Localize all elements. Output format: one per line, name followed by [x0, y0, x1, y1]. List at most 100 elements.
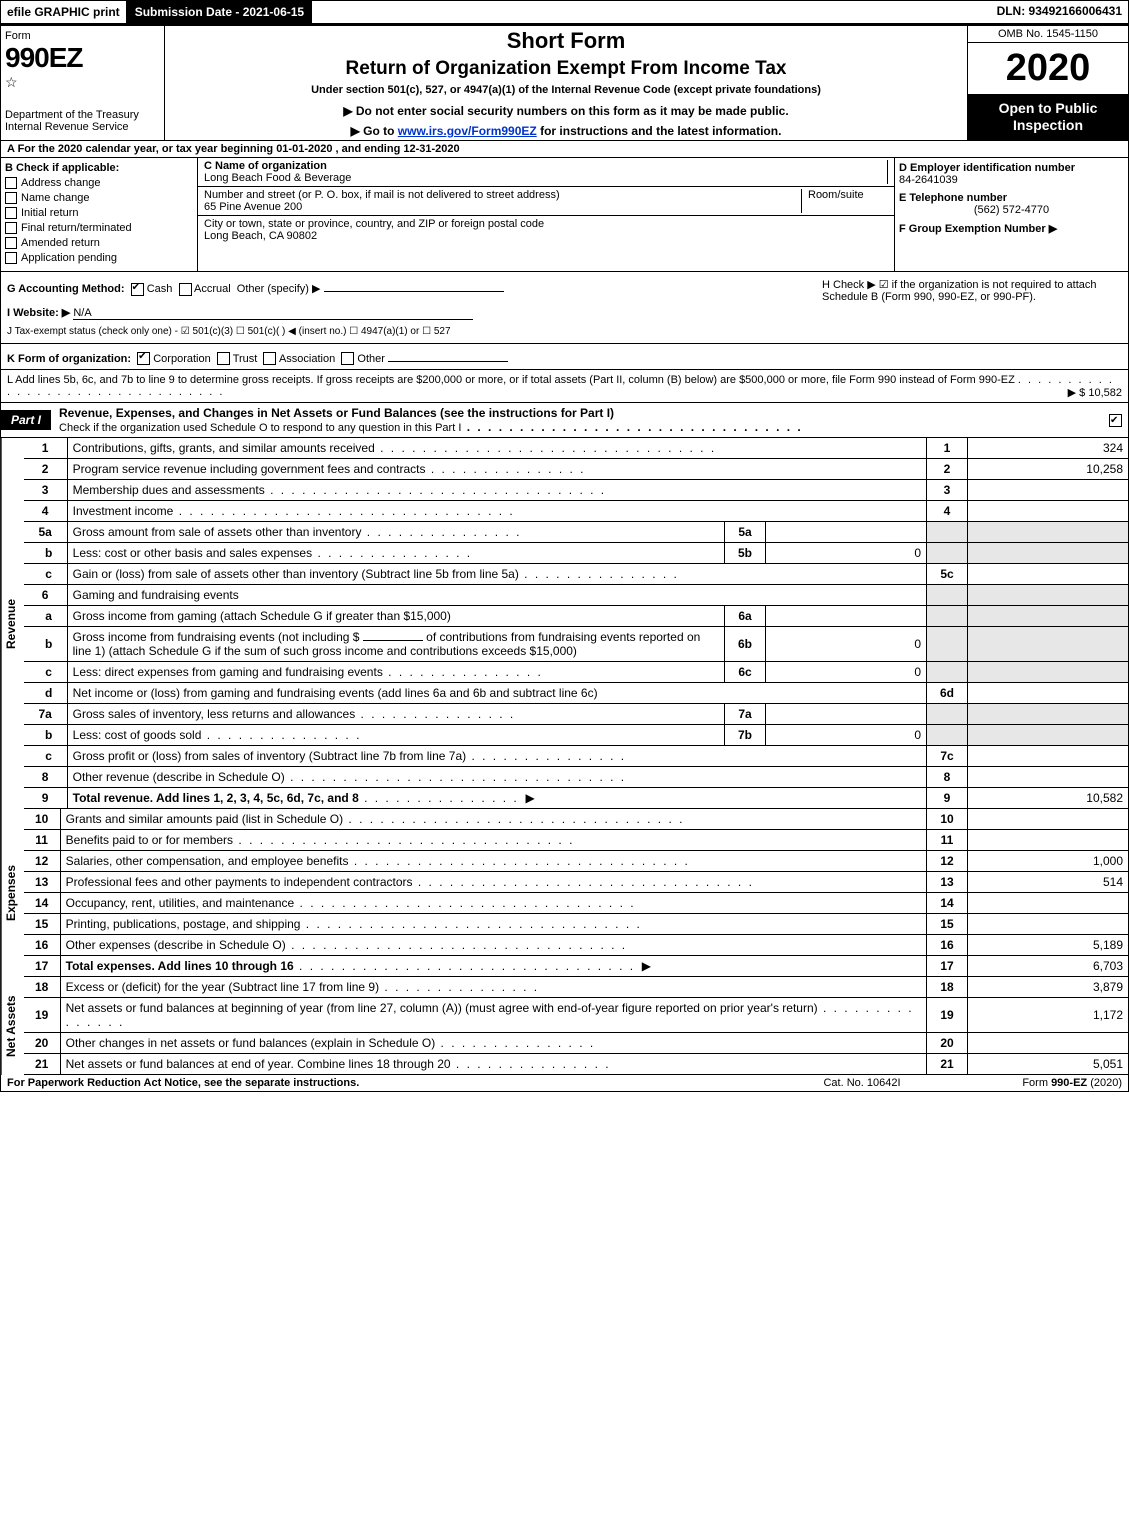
- box-b: B Check if applicable: Address change Na…: [1, 158, 198, 271]
- form-number: 990EZ: [5, 42, 160, 74]
- revenue-side-label: Revenue: [1, 438, 24, 809]
- line-19: 19Net assets or fund balances at beginni…: [24, 998, 1129, 1033]
- phone-value: (562) 572-4770: [899, 204, 1124, 216]
- chk-initial-return[interactable]: Initial return: [5, 207, 193, 219]
- group-exemption-label: F Group Exemption Number ▶: [899, 222, 1124, 235]
- line-5b: bLess: cost or other basis and sales exp…: [24, 543, 1129, 564]
- row-g-h: G Accounting Method: Cash Accrual Other …: [0, 272, 1129, 344]
- line-11: 11Benefits paid to or for members11: [24, 830, 1129, 851]
- website-label: I Website: ▶: [7, 307, 70, 319]
- chk-final-return[interactable]: Final return/terminated: [5, 222, 193, 234]
- expenses-table: 10Grants and similar amounts paid (list …: [24, 809, 1129, 977]
- form-header: Form 990EZ ☆ Department of the Treasury …: [0, 25, 1129, 141]
- room-suite-label: Room/suite: [802, 189, 888, 213]
- line-1: 1Contributions, gifts, grants, and simil…: [24, 438, 1129, 459]
- chk-name-change[interactable]: Name change: [5, 192, 193, 204]
- main-title: Return of Organization Exempt From Incom…: [171, 58, 961, 80]
- street-value: 65 Pine Avenue 200: [204, 201, 795, 213]
- goto-instructions: ▶ Go to www.irs.gov/Form990EZ for instru…: [171, 124, 961, 138]
- other-org-input[interactable]: [388, 348, 508, 362]
- box-def: D Employer identification number 84-2641…: [894, 158, 1128, 271]
- name-label: C Name of organization: [204, 160, 881, 172]
- ein-value: 84-2641039: [899, 174, 1124, 186]
- line-6: 6Gaming and fundraising events: [24, 585, 1129, 606]
- line-14: 14Occupancy, rent, utilities, and mainte…: [24, 893, 1129, 914]
- line-6d: dNet income or (loss) from gaming and fu…: [24, 683, 1129, 704]
- submission-date: Submission Date - 2021-06-15: [127, 1, 312, 23]
- header-left: Form 990EZ ☆ Department of the Treasury …: [1, 26, 165, 140]
- chk-corporation[interactable]: [137, 352, 150, 365]
- dln-label: DLN: 93492166006431: [991, 1, 1128, 23]
- line-4: 4Investment income4: [24, 501, 1129, 522]
- row-l: L Add lines 5b, 6c, and 7b to line 9 to …: [0, 370, 1129, 403]
- line-2: 2Program service revenue including gover…: [24, 459, 1129, 480]
- irs-label: Internal Revenue Service: [5, 121, 160, 133]
- chk-application-pending[interactable]: Application pending: [5, 252, 193, 264]
- omb-number: OMB No. 1545-1150: [968, 26, 1128, 43]
- part-title: Revenue, Expenses, and Changes in Net As…: [51, 403, 1103, 437]
- line-16: 16Other expenses (describe in Schedule O…: [24, 935, 1129, 956]
- chk-address-change[interactable]: Address change: [5, 177, 193, 189]
- dept-label: Department of the Treasury: [5, 109, 160, 121]
- line-15: 15Printing, publications, postage, and s…: [24, 914, 1129, 935]
- line-12: 12Salaries, other compensation, and empl…: [24, 851, 1129, 872]
- tax-year: 2020: [968, 43, 1128, 94]
- line-7a: 7aGross sales of inventory, less returns…: [24, 704, 1129, 725]
- chk-accrual[interactable]: [179, 283, 192, 296]
- org-name: Long Beach Food & Beverage: [204, 172, 881, 184]
- inspection-line1: Open to Public: [970, 100, 1126, 117]
- part-1-header: Part I Revenue, Expenses, and Changes in…: [0, 403, 1129, 438]
- ein-label: D Employer identification number: [899, 162, 1124, 174]
- page-footer: For Paperwork Reduction Act Notice, see …: [0, 1075, 1129, 1092]
- line-6a: aGross income from gaming (attach Schedu…: [24, 606, 1129, 627]
- accounting-method-label: G Accounting Method:: [7, 283, 125, 295]
- box-c: C Name of organization Long Beach Food &…: [198, 158, 894, 271]
- row-h: H Check ▶ ☑ if the organization is not r…: [822, 278, 1122, 337]
- short-form-title: Short Form: [171, 28, 961, 54]
- period-row: A For the 2020 calendar year, or tax yea…: [0, 141, 1129, 158]
- footer-mid: Cat. No. 10642I: [762, 1077, 962, 1089]
- irs-link[interactable]: www.irs.gov/Form990EZ: [398, 124, 537, 138]
- phone-label: E Telephone number: [899, 192, 1124, 204]
- website-value: N/A: [73, 307, 473, 320]
- other-specify-input[interactable]: [324, 278, 504, 292]
- inspection-line2: Inspection: [970, 117, 1126, 134]
- chk-association[interactable]: [263, 352, 276, 365]
- line-21: 21Net assets or fund balances at end of …: [24, 1054, 1129, 1075]
- city-value: Long Beach, CA 90802: [204, 230, 882, 242]
- gross-receipts: ▶ $ 10,582: [1068, 386, 1122, 399]
- row-k: K Form of organization: Corporation Trus…: [0, 344, 1129, 371]
- line-3: 3Membership dues and assessments3: [24, 480, 1129, 501]
- revenue-table: 1Contributions, gifts, grants, and simil…: [24, 438, 1129, 809]
- part-label: Part I: [1, 410, 51, 430]
- netassets-side-label: Net Assets: [1, 977, 24, 1075]
- expenses-side-label: Expenses: [1, 809, 24, 977]
- form-word: Form: [5, 30, 160, 42]
- chk-amended-return[interactable]: Amended return: [5, 237, 193, 249]
- line-10: 10Grants and similar amounts paid (list …: [24, 809, 1129, 830]
- entity-block: B Check if applicable: Address change Na…: [0, 158, 1129, 272]
- chk-cash[interactable]: [131, 283, 144, 296]
- goto-post: for instructions and the latest informat…: [537, 124, 782, 138]
- line-18: 18Excess or (deficit) for the year (Subt…: [24, 977, 1129, 998]
- line-7c: cGross profit or (loss) from sales of in…: [24, 746, 1129, 767]
- line-6c: cLess: direct expenses from gaming and f…: [24, 662, 1129, 683]
- inspection-box: Open to Public Inspection: [968, 94, 1128, 140]
- top-bar: efile GRAPHIC print Submission Date - 20…: [0, 0, 1129, 25]
- line-20: 20Other changes in net assets or fund ba…: [24, 1033, 1129, 1054]
- line-8: 8Other revenue (describe in Schedule O)8: [24, 767, 1129, 788]
- line-5a: 5aGross amount from sale of assets other…: [24, 522, 1129, 543]
- line-5c: cGain or (loss) from sale of assets othe…: [24, 564, 1129, 585]
- line-17: 17Total expenses. Add lines 10 through 1…: [24, 956, 1129, 977]
- chk-trust[interactable]: [217, 352, 230, 365]
- footer-left: For Paperwork Reduction Act Notice, see …: [7, 1077, 762, 1089]
- header-center: Short Form Return of Organization Exempt…: [165, 26, 967, 140]
- footer-right: Form 990-EZ (2020): [962, 1077, 1122, 1089]
- header-right: OMB No. 1545-1150 2020 Open to Public In…: [967, 26, 1128, 140]
- chk-schedule-o[interactable]: [1109, 414, 1122, 427]
- chk-other-org[interactable]: [341, 352, 354, 365]
- line-6b: bGross income from fundraising events (n…: [24, 627, 1129, 662]
- box-b-title: B Check if applicable:: [5, 162, 193, 174]
- subtitle: Under section 501(c), 527, or 4947(a)(1)…: [171, 84, 961, 96]
- efile-label: efile GRAPHIC print: [1, 1, 127, 23]
